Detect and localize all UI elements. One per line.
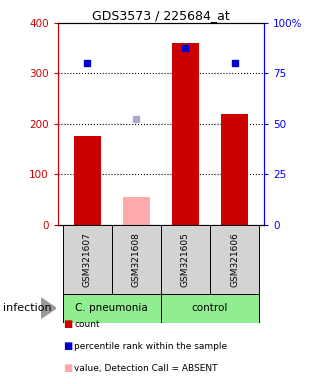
Bar — [161, 294, 259, 323]
Bar — [63, 294, 161, 323]
Title: GDS3573 / 225684_at: GDS3573 / 225684_at — [92, 9, 230, 22]
Text: ■: ■ — [63, 341, 72, 351]
Text: C. pneumonia: C. pneumonia — [75, 303, 148, 313]
Text: percentile rank within the sample: percentile rank within the sample — [74, 342, 227, 351]
Text: value, Detection Call = ABSENT: value, Detection Call = ABSENT — [74, 364, 218, 373]
Bar — [112, 225, 161, 294]
Bar — [123, 197, 150, 225]
Text: infection: infection — [3, 303, 52, 313]
Bar — [210, 225, 259, 294]
Bar — [63, 225, 112, 294]
Bar — [221, 114, 248, 225]
Bar — [74, 136, 101, 225]
Bar — [172, 43, 199, 225]
Text: ■: ■ — [63, 363, 72, 373]
Text: count: count — [74, 320, 100, 329]
Text: GSM321607: GSM321607 — [83, 232, 92, 286]
Text: ■: ■ — [63, 319, 72, 329]
Text: GSM321605: GSM321605 — [181, 232, 190, 286]
Text: GSM321608: GSM321608 — [132, 232, 141, 286]
Polygon shape — [41, 298, 56, 318]
Bar — [161, 225, 210, 294]
Text: GSM321606: GSM321606 — [230, 232, 239, 286]
Text: control: control — [192, 303, 228, 313]
